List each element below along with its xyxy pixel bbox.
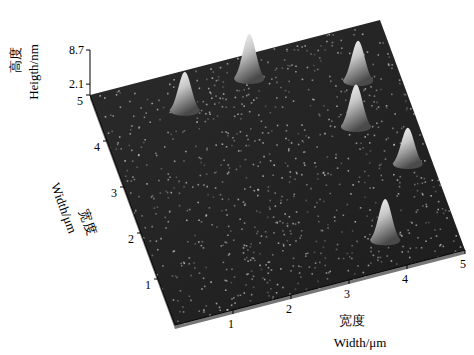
svg-text:高度: 高度 bbox=[8, 47, 23, 73]
svg-text:宽度: 宽度 bbox=[76, 207, 99, 237]
svg-text:1: 1 bbox=[228, 317, 234, 331]
svg-text:4: 4 bbox=[94, 140, 100, 154]
svg-text:2.1: 2.1 bbox=[69, 77, 84, 91]
svg-text:宽度: 宽度 bbox=[339, 313, 365, 328]
svg-text:5: 5 bbox=[77, 94, 83, 108]
svg-text:3: 3 bbox=[111, 186, 117, 200]
svg-text:Width/μm: Width/μm bbox=[334, 335, 387, 350]
svg-text:8.7: 8.7 bbox=[69, 43, 84, 57]
svg-text:4: 4 bbox=[402, 272, 408, 286]
svg-text:2: 2 bbox=[286, 302, 292, 316]
svg-text:3: 3 bbox=[344, 287, 350, 301]
svg-text:1: 1 bbox=[145, 278, 151, 292]
svg-text:2: 2 bbox=[128, 232, 134, 246]
svg-text:Width/μm: Width/μm bbox=[48, 181, 80, 236]
svg-text:Heigth/nm: Heigth/nm bbox=[26, 44, 41, 100]
svg-text:5: 5 bbox=[460, 257, 466, 271]
